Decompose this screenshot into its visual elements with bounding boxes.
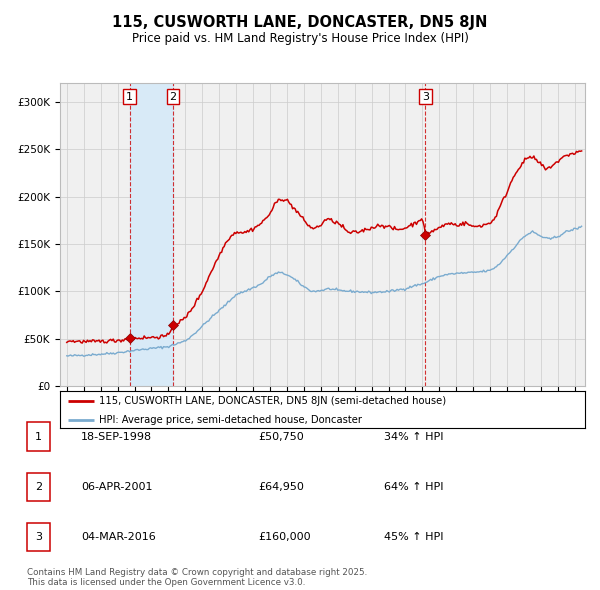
Text: £64,950: £64,950 (258, 482, 304, 491)
Text: 3: 3 (422, 91, 429, 101)
Text: 34% ↑ HPI: 34% ↑ HPI (384, 432, 443, 441)
Text: 04-MAR-2016: 04-MAR-2016 (81, 532, 156, 542)
Text: 2: 2 (35, 482, 42, 491)
Text: 06-APR-2001: 06-APR-2001 (81, 482, 152, 491)
Text: 45% ↑ HPI: 45% ↑ HPI (384, 532, 443, 542)
Text: 64% ↑ HPI: 64% ↑ HPI (384, 482, 443, 491)
Text: Contains HM Land Registry data © Crown copyright and database right 2025.
This d: Contains HM Land Registry data © Crown c… (27, 568, 367, 587)
Text: 115, CUSWORTH LANE, DONCASTER, DN5 8JN: 115, CUSWORTH LANE, DONCASTER, DN5 8JN (112, 15, 488, 30)
Text: HPI: Average price, semi-detached house, Doncaster: HPI: Average price, semi-detached house,… (100, 415, 362, 425)
Text: 3: 3 (35, 532, 42, 542)
Text: 18-SEP-1998: 18-SEP-1998 (81, 432, 152, 441)
Text: 1: 1 (126, 91, 133, 101)
Text: £160,000: £160,000 (258, 532, 311, 542)
Text: Price paid vs. HM Land Registry's House Price Index (HPI): Price paid vs. HM Land Registry's House … (131, 32, 469, 45)
Text: 115, CUSWORTH LANE, DONCASTER, DN5 8JN (semi-detached house): 115, CUSWORTH LANE, DONCASTER, DN5 8JN (… (100, 396, 446, 406)
Text: £50,750: £50,750 (258, 432, 304, 441)
Text: 2: 2 (169, 91, 176, 101)
Text: 1: 1 (35, 432, 42, 441)
Bar (130, 83, 173, 386)
